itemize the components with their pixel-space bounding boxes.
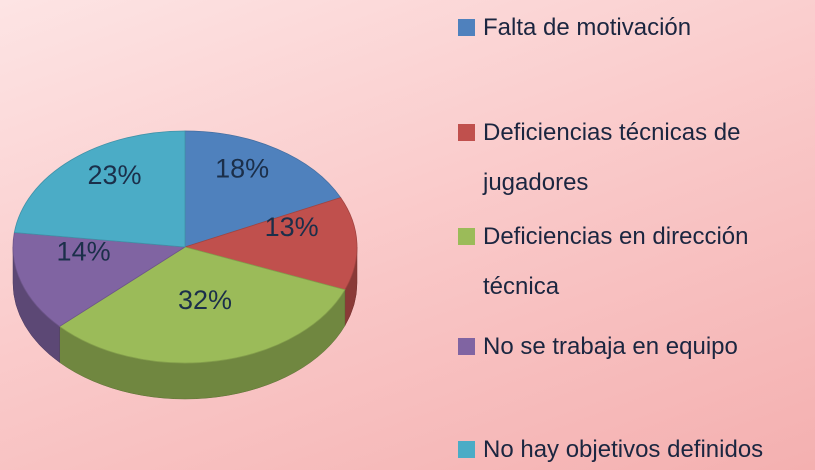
data-label: 13% (265, 212, 319, 242)
legend-swatch (458, 228, 475, 245)
legend-label: Falta de motivación (483, 14, 692, 41)
slice (13, 130, 186, 248)
data-label: 23% (87, 160, 141, 190)
slice (58, 246, 346, 364)
data-label: 14% (57, 236, 111, 266)
legend-swatch (458, 338, 475, 355)
legend-entry: Deficiencias en dirección técnica (458, 212, 803, 312)
legend-entry: Falta de motivación (458, 3, 803, 53)
slice (12, 232, 187, 327)
legend-swatch (458, 19, 475, 36)
legend-entry: No se trabaja en equipo (458, 322, 803, 372)
pie: 18% 13% 32% 14% 23% (12, 130, 358, 400)
legend-entry: No hay objetivos definidos (458, 425, 803, 470)
data-label: 18% (215, 153, 269, 183)
legend-swatch (458, 124, 475, 141)
legend-swatch (458, 441, 475, 458)
slice (183, 197, 358, 291)
slice (184, 130, 342, 248)
legend-label: No se trabaja en equipo (483, 333, 738, 360)
legend-label: Deficiencias en dirección técnica (483, 223, 749, 300)
legend-label: Deficiencias técnicas de jugadores (483, 119, 741, 196)
legend-entry: Deficiencias técnicas de jugadores (458, 108, 803, 208)
data-label: 32% (178, 285, 232, 315)
legend-label: No hay objetivos definidos (483, 436, 764, 463)
